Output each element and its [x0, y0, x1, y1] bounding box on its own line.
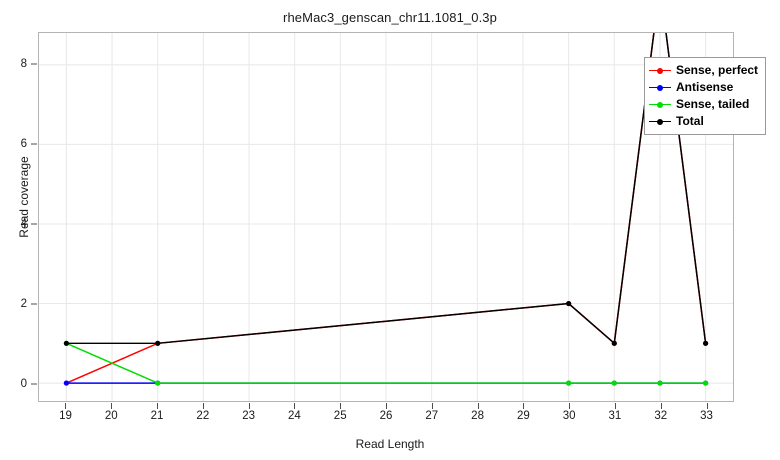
x-axis-label: Read Length — [355, 437, 425, 451]
x-tick-mark — [386, 403, 387, 409]
x-tick-label: 31 — [608, 410, 622, 422]
x-tick-label: 21 — [150, 410, 164, 422]
line-marker-icon — [649, 99, 671, 111]
y-tick-mark — [31, 223, 37, 225]
y-axis-label: Read coverage — [17, 156, 31, 238]
x-tick-label: 22 — [196, 410, 210, 422]
x-tick-mark — [569, 403, 571, 409]
y-tick-label: 2 — [20, 298, 27, 310]
x-tick-label: 24 — [288, 410, 301, 422]
x-tick-mark — [431, 403, 433, 409]
legend-item[interactable]: Total — [649, 113, 758, 130]
line-marker-icon — [649, 65, 671, 77]
x-tick-mark — [523, 403, 525, 409]
y-tick-label: 4 — [20, 218, 27, 230]
x-tick-mark — [614, 403, 616, 409]
x-tick-label: 28 — [471, 410, 484, 422]
x-tick-mark — [157, 403, 159, 409]
plot-panel — [38, 32, 734, 402]
x-tick-mark — [65, 403, 67, 409]
x-tick-label: 20 — [104, 410, 118, 422]
y-tick-mark — [31, 63, 37, 65]
x-tick-label: 26 — [379, 410, 393, 422]
y-tick-mark — [31, 143, 37, 145]
x-tick-mark — [660, 403, 662, 409]
x-tick-label: 23 — [242, 410, 256, 422]
grid-lines — [39, 33, 733, 401]
page-title: rheMac3_genscan_chr11.1081_0.3p — [283, 10, 497, 25]
y-tick-label: 8 — [20, 58, 27, 70]
chart-legend[interactable]: Sense, perfect Antisense Sense, tailed Tota… — [644, 57, 767, 135]
x-tick-mark — [111, 403, 113, 409]
x-tick-label: 27 — [425, 410, 439, 422]
data-series-layer — [63, 33, 709, 386]
y-tick-mark — [31, 303, 37, 305]
x-tick-mark — [706, 403, 708, 409]
x-tick-mark — [202, 403, 204, 409]
line-marker-icon — [649, 116, 671, 128]
legend-item[interactable]: Antisense — [649, 79, 758, 96]
x-tick-mark — [294, 403, 296, 409]
y-tick-label: 6 — [20, 138, 27, 150]
x-tick-label: 32 — [654, 410, 668, 422]
legend-item-label: Sense, tailed — [676, 97, 750, 111]
x-tick-label: 25 — [333, 410, 347, 422]
line-marker-icon — [649, 82, 671, 94]
x-tick-label: 33 — [700, 410, 713, 422]
x-tick-label: 30 — [562, 410, 576, 422]
y-tick-label: 0 — [20, 378, 27, 390]
x-tick-mark — [248, 403, 250, 409]
x-tick-mark — [477, 403, 479, 409]
x-tick-label: 19 — [59, 410, 72, 422]
x-tick-label: 29 — [516, 410, 530, 422]
x-tick-mark — [340, 403, 342, 409]
legend-item[interactable]: Sense, tailed — [649, 96, 758, 113]
legend-item-label: Antisense — [676, 80, 734, 94]
legend-item-label: Sense, perfect — [676, 63, 759, 77]
y-tick-mark — [31, 383, 37, 385]
legend-item[interactable]: Sense, perfect — [649, 62, 758, 79]
legend-item-label: Total — [676, 114, 704, 128]
